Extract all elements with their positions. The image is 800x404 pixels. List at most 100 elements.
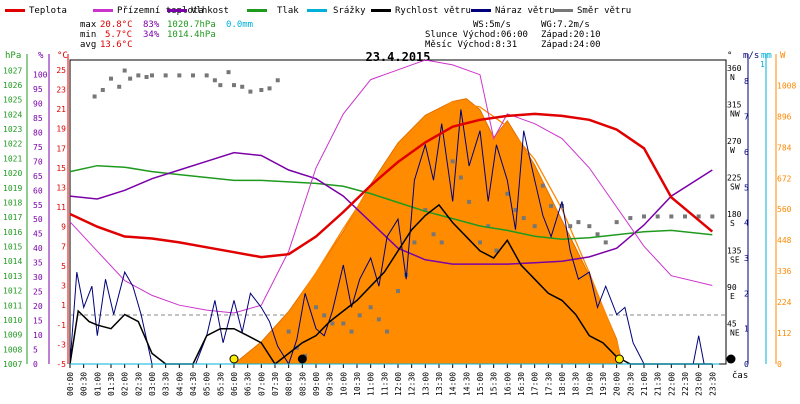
wind-direction-point: [568, 224, 573, 229]
ms-tick-label: 6: [744, 148, 749, 157]
moonset-info: Západ:24:00: [541, 40, 601, 50]
x-tick-label: 21:30: [654, 372, 663, 396]
legend-swatch-srazky: [307, 9, 327, 12]
wind-direction-point: [368, 305, 373, 310]
temp-tick-label: 17: [56, 144, 66, 153]
wind-direction-point: [218, 83, 223, 88]
wind-direction-point: [100, 87, 105, 92]
hum-tick-label: 20: [33, 302, 43, 311]
deg-dir-label: NE: [730, 329, 740, 338]
wind-direction-point: [191, 73, 195, 78]
x-tick-label: 01:00: [93, 372, 102, 396]
hpa-tick-label: 1007: [3, 360, 22, 369]
x-tick-label: 11:30: [380, 372, 389, 396]
deg-dir-label: S: [730, 219, 735, 228]
x-tick-label: 03:30: [162, 372, 171, 396]
hpa-tick-label: 1025: [3, 96, 22, 105]
legend-label-vlhkost: Vlhkost: [191, 6, 229, 16]
moonrise-info: Měsíc Východ:8:31: [425, 40, 517, 50]
hum-tick-label: 75: [33, 143, 43, 152]
x-tick-label: 13:00: [421, 372, 430, 396]
legend-label-tlak: Tlak: [277, 6, 299, 16]
x-tick-label: 00:30: [80, 372, 89, 396]
x-tick-label: 16:30: [517, 372, 526, 396]
marker-layer: [229, 354, 736, 364]
wind-direction-point: [357, 313, 362, 318]
x-tick-label: 20:00: [613, 372, 622, 396]
deg-tick-label: 45: [727, 320, 737, 329]
hum-tick-label: 100: [33, 70, 48, 79]
hpa-tick-label: 1027: [3, 66, 22, 75]
x-tick-label: 04:30: [189, 372, 198, 396]
deg-dir-label: W: [730, 146, 735, 155]
legend-label-rychlost: Rychlost větru: [395, 6, 471, 16]
series-pressure: [69, 164, 713, 240]
x-tick-label: 23:30: [708, 372, 717, 396]
series-solar-theoretical: [233, 100, 623, 365]
wind-direction-point: [595, 232, 600, 237]
ms-tick-label: 1: [744, 325, 749, 334]
temp-axis-unit: °C: [57, 51, 68, 61]
hum-tick-label: 55: [33, 201, 43, 210]
hpa-tick-label: 1012: [3, 287, 22, 296]
axis-layer: 1027102610251024102310221021102010191018…: [3, 54, 796, 396]
x-tick-label: 17:00: [531, 372, 540, 396]
hpa-tick-label: 1022: [3, 140, 22, 149]
wind-direction-point: [696, 214, 701, 219]
temp-tick-label: 3: [61, 282, 66, 291]
deg-axis-unit: °: [727, 51, 732, 61]
wind-direction-point: [423, 207, 428, 212]
x-tick-label: 10:30: [353, 372, 362, 396]
x-tick-label: 11:00: [367, 372, 376, 396]
mm-tick-label: 1: [760, 60, 765, 69]
wind-direction-point: [486, 224, 491, 229]
ms-tick-label: 7: [744, 113, 749, 122]
x-tick-label: 20:30: [626, 372, 635, 396]
w-tick-label: 336: [777, 267, 792, 276]
series-humidity: [69, 151, 713, 265]
sunset-info: Západ:20:10: [541, 30, 601, 40]
x-tick-label: 14:00: [449, 372, 458, 396]
wind-direction-point: [587, 224, 592, 229]
sunrise-info: Slunce Východ:06:00: [425, 30, 528, 40]
x-tick-label: 04:00: [175, 372, 184, 396]
hum-tick-label: 30: [33, 273, 43, 282]
wind-direction-point: [122, 68, 127, 73]
temp-tick-label: 21: [56, 105, 66, 114]
w-tick-label: 1008: [777, 81, 796, 90]
wind-direction-point: [144, 75, 149, 80]
wind-direction-point: [286, 329, 291, 334]
hum-tick-label: 35: [33, 259, 43, 268]
temp-tick-label: 25: [56, 66, 66, 75]
moonrise-marker: [297, 354, 307, 364]
hpa-tick-label: 1008: [3, 345, 22, 354]
deg-tick-label: 315: [727, 101, 742, 110]
wind-direction-point: [204, 73, 209, 78]
x-axis-title: čas: [732, 370, 748, 381]
hpa-tick-label: 1018: [3, 198, 22, 207]
hum-tick-label: 70: [33, 157, 43, 166]
hpa-tick-label: 1024: [3, 110, 22, 119]
legend-label-smer: Směr větru: [577, 6, 631, 16]
wind-direction-point: [412, 240, 417, 245]
w-tick-label: 0: [777, 360, 782, 369]
x-tick-label: 22:30: [681, 372, 690, 396]
temp-tick-label: 1: [61, 301, 66, 310]
hpa-tick-label: 1017: [3, 213, 22, 222]
deg-tick-label: 180: [727, 210, 742, 219]
wind-direction-point: [710, 214, 715, 219]
info-block: WS:5m/s WG:7.2m/s Slunce Východ:06:00 Zá…: [425, 20, 601, 50]
wind-direction-point: [532, 224, 537, 229]
wind-direction-point: [478, 240, 482, 245]
x-tick-label: 02:00: [121, 372, 130, 396]
hum-axis-unit: %: [38, 51, 44, 61]
wind-direction-point: [540, 183, 545, 188]
x-tick-label: 12:00: [394, 372, 403, 396]
legend-swatch-teplota: [5, 9, 25, 12]
w-tick-label: 672: [777, 174, 792, 183]
hpa-tick-label: 1014: [3, 257, 22, 266]
wind-direction-point: [376, 317, 381, 322]
legend-label-srazky: Srážky: [333, 6, 366, 16]
